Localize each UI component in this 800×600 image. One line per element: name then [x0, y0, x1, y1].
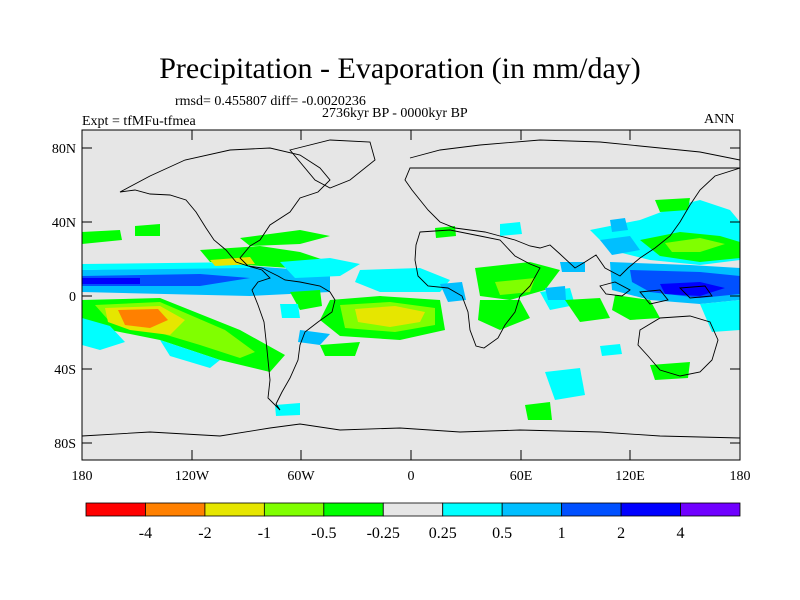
field-patch — [565, 298, 610, 322]
lat-tick-marks — [82, 147, 740, 444]
field-patch — [298, 330, 330, 345]
field-patch — [700, 300, 740, 332]
season-label: ANN — [704, 112, 735, 127]
field-patch — [655, 198, 690, 212]
colorbar-label: -1 — [258, 525, 271, 542]
americas-coast — [119, 147, 336, 411]
coastlines — [82, 139, 740, 439]
colorbar-label: -2 — [198, 525, 211, 542]
field-patch — [160, 340, 220, 368]
field-patch — [600, 236, 640, 255]
lon-tick-label: 120E — [615, 469, 645, 484]
field-patch — [545, 368, 585, 400]
lon-tick-label: 0 — [408, 469, 415, 484]
colorbar-swatch — [145, 502, 206, 517]
period-label: 2736kyr BP - 0000kyr BP — [322, 106, 468, 121]
colorbar-swatch — [501, 502, 563, 517]
greenland-coast — [289, 139, 376, 189]
field-patch — [665, 238, 725, 252]
colorbar-swatch — [382, 502, 444, 517]
africa-coast — [414, 229, 541, 349]
field-patch — [600, 344, 622, 356]
colorbar-label: 0.5 — [492, 525, 512, 542]
field-patch — [280, 304, 300, 318]
field-patch — [525, 402, 552, 420]
map-title: Precipitation - Evaporation (in mm/day) — [159, 52, 641, 85]
colorbar-label: 4 — [677, 525, 685, 542]
field-patch — [82, 230, 122, 244]
colorbar-swatch — [680, 502, 741, 517]
lat-tick-label: 80N — [52, 142, 76, 157]
field-patch — [660, 282, 725, 296]
lat-tick-label: 40S — [54, 363, 76, 378]
maritime-continent-coast — [599, 281, 713, 305]
colorbar-label: -0.5 — [311, 525, 336, 542]
colorbar — [85, 502, 741, 517]
colorbar-swatch — [263, 502, 325, 517]
eurasia-north-coast — [409, 139, 740, 161]
field-patch — [610, 218, 628, 232]
colorbar-swatch — [561, 502, 622, 517]
anomaly-field — [82, 198, 740, 420]
field-patch — [650, 362, 690, 380]
lon-tick-label: 180 — [72, 469, 93, 484]
lon-tick-label: 120W — [175, 469, 210, 484]
lat-tick-label: 0 — [69, 290, 76, 305]
field-patch — [82, 262, 250, 270]
field-patch — [355, 268, 450, 292]
lon-tick-label: 60W — [287, 469, 315, 484]
antarctica-coast — [82, 423, 740, 439]
colorbar-swatch — [323, 502, 384, 517]
field-patch — [435, 226, 456, 238]
colorbar-swatch — [442, 502, 503, 517]
plot-background — [82, 130, 740, 460]
lon-tick-label: 180 — [730, 469, 751, 484]
field-patch — [440, 282, 466, 302]
lat-tick-label: 80S — [54, 437, 76, 452]
field-patch — [82, 318, 125, 350]
colorbar-label: 1 — [558, 525, 566, 542]
lon-tick-label: 60E — [510, 469, 533, 484]
field-patch — [118, 309, 168, 328]
colorbar-swatch — [620, 502, 681, 517]
colorbar-label: 0.25 — [429, 525, 457, 542]
lon-tick-marks — [81, 130, 741, 460]
colorbar-labels: -4 -2 -1 -0.5 -0.25 0.25 0.5 1 2 4 — [139, 525, 685, 542]
eurasia-south-coast — [404, 167, 740, 277]
field-patch — [280, 258, 360, 278]
colorbar-swatch — [85, 502, 146, 517]
colorbar-label: -0.25 — [367, 525, 400, 542]
field-patch — [478, 300, 530, 330]
australia-coast — [637, 315, 719, 377]
field-patch — [275, 403, 300, 416]
field-patch — [545, 286, 566, 300]
colorbar-label: -4 — [139, 525, 152, 542]
stats-label: rmsd= 0.455807 diff= -0.0020236 — [175, 94, 366, 109]
field-patch — [560, 262, 585, 272]
lat-tick-label: 40N — [52, 216, 76, 231]
field-patch — [82, 278, 140, 284]
field-patch — [240, 230, 330, 246]
colorbar-label: 2 — [617, 525, 625, 542]
field-patch — [500, 222, 522, 236]
experiment-label: Expt = tfMFu-tfmea — [82, 114, 196, 129]
field-patch — [210, 257, 255, 266]
field-patch — [135, 224, 160, 236]
colorbar-swatch — [204, 502, 265, 517]
field-patch — [320, 342, 360, 356]
field-patch — [355, 306, 425, 327]
